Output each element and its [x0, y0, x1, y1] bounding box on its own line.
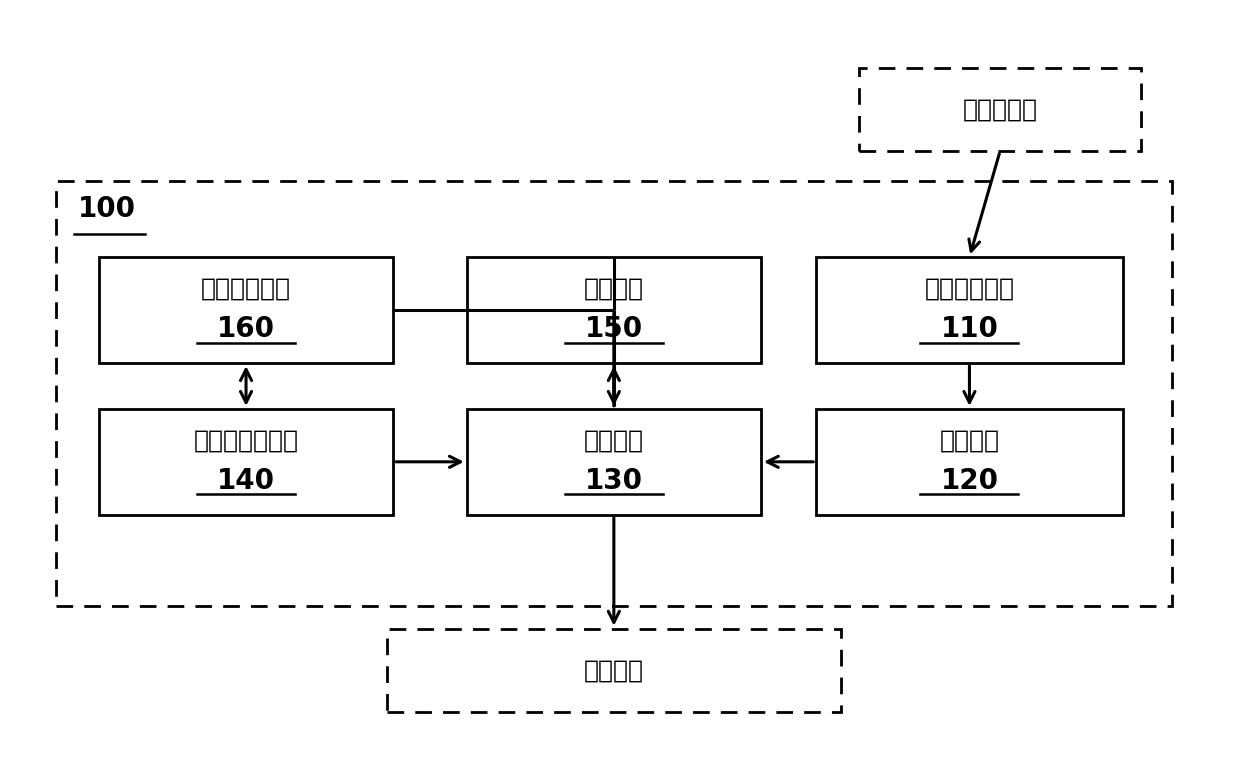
Bar	[466, 257, 761, 364]
Text: 提示模块: 提示模块	[584, 277, 644, 301]
Text: 130: 130	[585, 467, 642, 495]
Text: 分期模块: 分期模块	[940, 428, 999, 452]
Text: 控制模块: 控制模块	[584, 428, 644, 452]
Text: 后台服务器: 后台服务器	[962, 97, 1038, 121]
Text: 故障监测模块: 故障监测模块	[201, 277, 291, 301]
Text: 用电设备: 用电设备	[584, 659, 644, 682]
Text: 110: 110	[940, 315, 998, 343]
Bar	[466, 408, 761, 515]
Bar	[99, 257, 393, 364]
Text: 数据传输模块: 数据传输模块	[925, 277, 1014, 301]
Text: 太阳能发电装置: 太阳能发电装置	[193, 428, 299, 452]
Text: 120: 120	[940, 467, 998, 495]
Bar	[387, 628, 841, 712]
Bar	[56, 181, 1172, 606]
Bar	[816, 257, 1122, 364]
Bar	[816, 408, 1122, 515]
Text: 140: 140	[217, 467, 275, 495]
Text: 100: 100	[78, 195, 136, 223]
Text: 160: 160	[217, 315, 275, 343]
Bar	[99, 408, 393, 515]
Bar	[859, 68, 1141, 151]
Text: 150: 150	[585, 315, 642, 343]
